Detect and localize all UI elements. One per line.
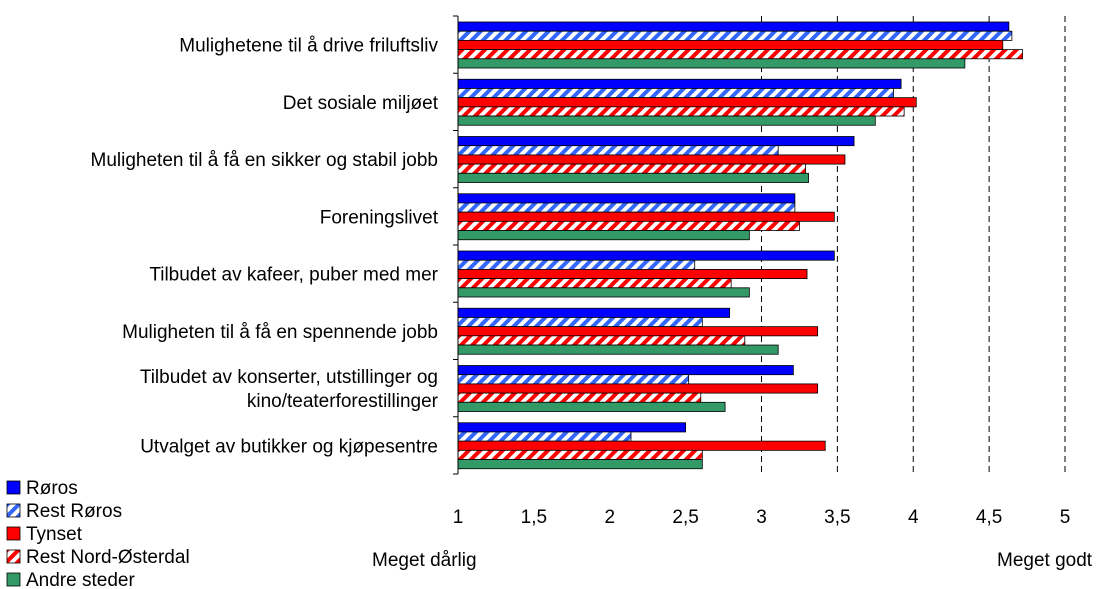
legend-label: Rest Røros bbox=[26, 501, 122, 522]
bar bbox=[457, 202, 796, 213]
category-labels: Mulighetene til å drive friluftsliv Det s… bbox=[91, 36, 439, 458]
bar bbox=[457, 30, 1013, 41]
bar bbox=[457, 250, 835, 261]
x-tick-label: 3,5 bbox=[824, 507, 850, 528]
bar bbox=[457, 145, 779, 156]
category-label: Tilbudet av kafeer, puber med mer bbox=[149, 265, 438, 286]
bar bbox=[457, 136, 855, 147]
legend-label: Tynset bbox=[26, 524, 83, 545]
bar bbox=[457, 365, 794, 376]
category-label: Det sosiale miljøet bbox=[283, 93, 439, 114]
x-tick-label: 2 bbox=[604, 507, 615, 528]
bar bbox=[457, 422, 687, 433]
legend-label: Rest Nord-Østerdal bbox=[26, 547, 190, 568]
bar bbox=[457, 317, 703, 328]
x-tick-label: 3 bbox=[756, 507, 767, 528]
legend-swatch bbox=[6, 526, 21, 541]
bar bbox=[457, 97, 917, 108]
legend-swatch bbox=[6, 572, 21, 587]
x-tick-label: 1 bbox=[453, 507, 464, 528]
bar bbox=[457, 106, 905, 117]
x-min-label: Meget dårlig bbox=[372, 550, 477, 571]
legend-swatch bbox=[6, 549, 21, 564]
legend-swatch bbox=[6, 480, 21, 495]
bar bbox=[457, 268, 808, 279]
bar bbox=[457, 449, 703, 460]
bar bbox=[457, 58, 966, 69]
bar bbox=[457, 459, 703, 470]
bar bbox=[457, 307, 731, 318]
bar bbox=[457, 88, 894, 99]
bar bbox=[457, 326, 819, 337]
bar bbox=[457, 287, 750, 298]
bar bbox=[457, 154, 846, 165]
legend-label: Røros bbox=[26, 478, 78, 499]
bar bbox=[457, 383, 819, 394]
bar bbox=[457, 172, 809, 183]
bar bbox=[457, 211, 835, 222]
x-tick-label: 4,5 bbox=[976, 507, 1002, 528]
category-label: Foreningslivet bbox=[320, 207, 439, 228]
axes bbox=[453, 15, 459, 475]
bar bbox=[457, 440, 826, 451]
x-tick-label: 2,5 bbox=[672, 507, 698, 528]
category-label: Mulighetene til å drive friluftsliv bbox=[179, 36, 438, 57]
bar bbox=[457, 278, 732, 289]
bar bbox=[457, 344, 779, 355]
legend-swatch bbox=[6, 503, 21, 518]
bar bbox=[457, 259, 696, 270]
category-label: Utvalget av butikker og kjøpesentre bbox=[140, 436, 438, 457]
bar bbox=[457, 163, 806, 174]
category-label: kino/teaterforestillinger bbox=[247, 391, 439, 412]
category-label: Muligheten til å få en sikker og stabil … bbox=[91, 150, 438, 171]
bar bbox=[457, 230, 750, 241]
bar bbox=[457, 392, 702, 403]
bars bbox=[457, 21, 1023, 470]
x-tick-label: 4 bbox=[908, 507, 919, 528]
category-label: Muligheten til å få en spennende jobb bbox=[122, 322, 438, 343]
bar bbox=[457, 49, 1023, 60]
x-tick-labels: 1 1,5 2 2,5 3 3,5 4 4,5 5 bbox=[453, 507, 1071, 528]
legend-label: Andre steder bbox=[26, 570, 135, 589]
bar bbox=[457, 40, 1004, 51]
bar bbox=[457, 335, 746, 346]
x-tick-label: 5 bbox=[1060, 507, 1071, 528]
bar bbox=[457, 374, 690, 385]
bar bbox=[457, 431, 632, 442]
bar bbox=[457, 78, 902, 89]
bar bbox=[457, 401, 726, 412]
x-tick-label: 1,5 bbox=[521, 507, 547, 528]
bar bbox=[457, 115, 876, 126]
x-max-label: Meget godt bbox=[997, 550, 1093, 571]
gridlines bbox=[761, 16, 1066, 474]
bar bbox=[457, 193, 796, 204]
category-label: Tilbudet av konserter, utstillinger og bbox=[140, 367, 438, 388]
bar bbox=[457, 21, 1010, 32]
bar bbox=[457, 220, 800, 231]
